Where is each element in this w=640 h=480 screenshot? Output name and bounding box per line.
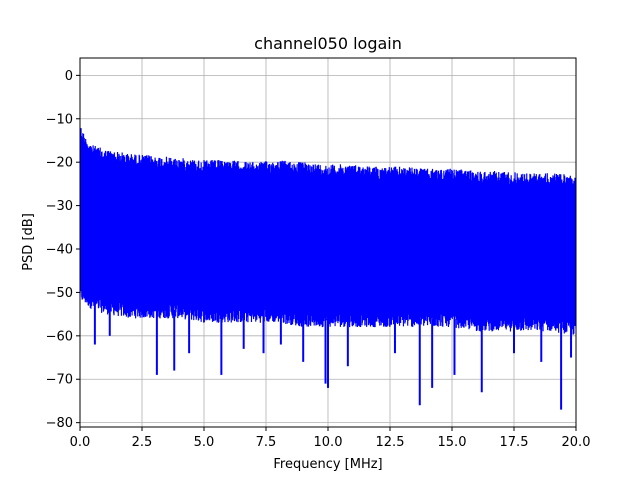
x-tick-label: 17.5: [500, 435, 529, 450]
psd-series: [80, 128, 576, 410]
x-tick-label: 7.5: [256, 435, 277, 450]
x-tick-label: 5.0: [194, 435, 215, 450]
x-tick-label: 0.0: [70, 435, 91, 450]
y-tick-label: −60: [46, 329, 73, 344]
y-tick-label: −70: [46, 373, 73, 388]
plot-layer: [80, 128, 576, 410]
y-tick-label: −80: [46, 416, 73, 431]
x-tick-label: 2.5: [132, 435, 153, 450]
y-tick-label: −40: [46, 243, 73, 258]
y-tick-label: −10: [46, 112, 73, 127]
psd-trace: [80, 128, 576, 335]
x-tick-label: 10.0: [314, 435, 343, 450]
x-tick-label: 12.5: [376, 435, 405, 450]
x-axis-label: Frequency [MHz]: [273, 457, 382, 472]
x-tick-label: 20.0: [562, 435, 591, 450]
y-tick-label: −30: [46, 199, 73, 214]
y-tick-label: 0: [65, 69, 73, 84]
x-tick-label: 15.0: [438, 435, 467, 450]
y-tick-label: −20: [46, 156, 73, 171]
y-tick-label: −50: [46, 286, 73, 301]
ticks-layer: 0.0 2.5 5.0 7.5 10.0 12.5 15.0 17.5 20.0 0 −10 −20 −…: [46, 69, 591, 450]
y-axis-label: PSD [dB]: [21, 213, 36, 271]
chart-title: channel050 logain: [254, 34, 402, 53]
